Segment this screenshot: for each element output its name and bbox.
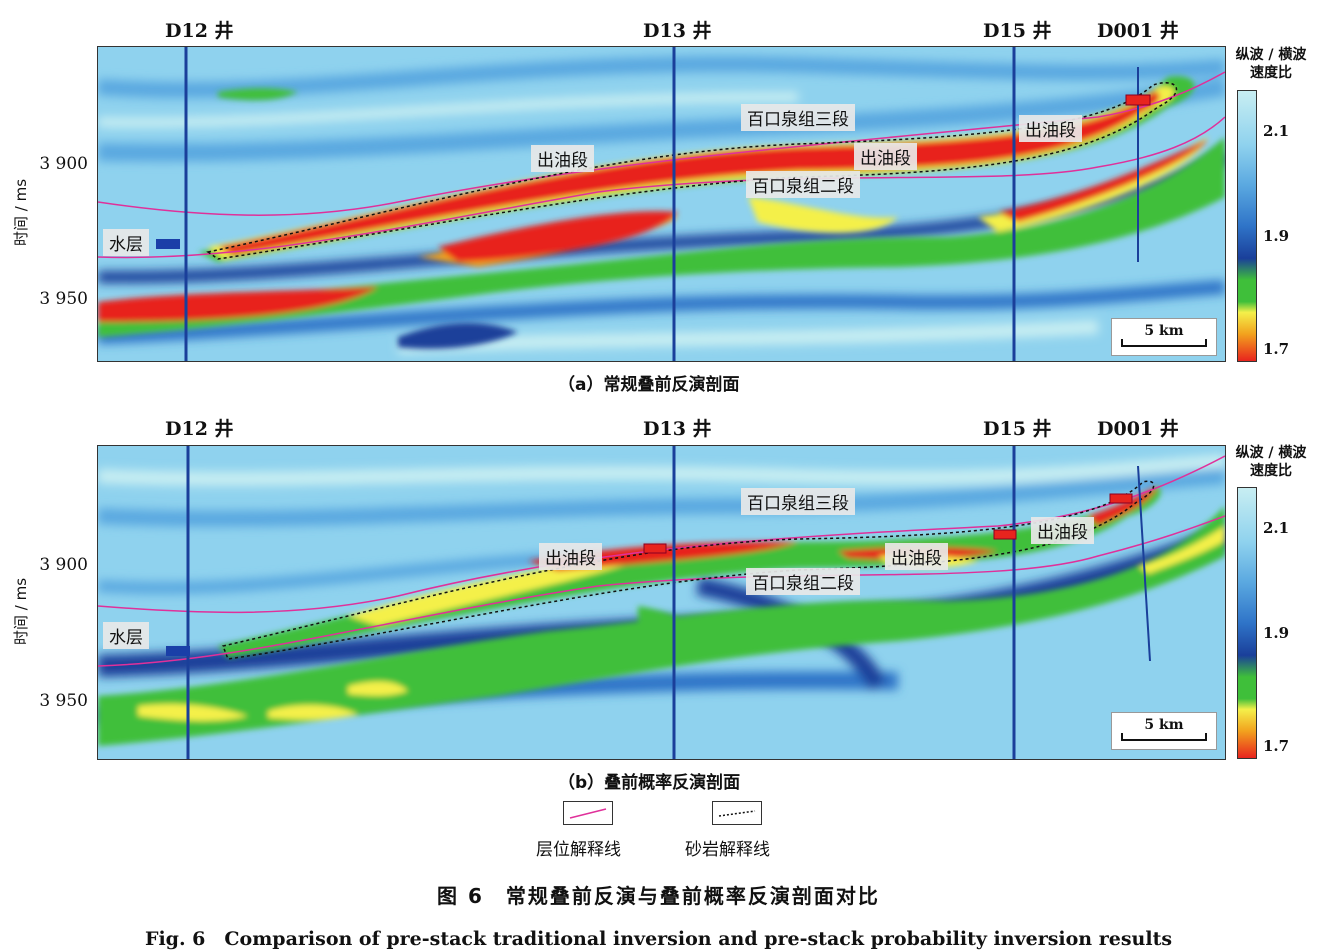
colorbar-gradient	[1237, 487, 1257, 759]
well-label-d13: D13 井	[643, 418, 712, 440]
y-axis-label: 时间 / ms	[12, 577, 30, 645]
colorbar-tick-1.9: 1.9	[1263, 624, 1290, 642]
well-label-d13: D13 井	[643, 20, 712, 42]
colorbar-tick-1.9: 1.9	[1263, 227, 1290, 245]
colorbar-tick-2.1: 2.1	[1263, 122, 1290, 140]
y-tick-3900: 3 900	[39, 555, 88, 575]
oil-zone-label-3: 出油段	[1031, 517, 1094, 544]
water-layer-label: 水层	[103, 229, 149, 256]
oil-zone-label-3: 出油段	[1019, 115, 1082, 142]
y-axis-label: 时间 / ms	[12, 178, 30, 246]
figure-caption-cn: 图 6 常规叠前反演与叠前概率反演剖面对比	[437, 884, 880, 908]
water-layer-label: 水层	[103, 622, 149, 649]
sand-line-label: 砂岩解释线	[685, 840, 770, 860]
well-label-d001: D001 井	[1097, 418, 1179, 440]
figure-caption-en: Fig. 6 Comparison of pre-stack tradition…	[144, 928, 1173, 950]
well-label-d12: D12 井	[165, 418, 234, 440]
oil-zone-label-1: 出油段	[531, 145, 594, 172]
scale-bar: 5 km	[1111, 318, 1217, 356]
horizon-label-third: 百口泉组三段	[741, 104, 855, 131]
y-tick-3900: 3 900	[39, 154, 88, 174]
y-tick-3950: 3 950	[39, 289, 88, 309]
well-label-d12: D12 井	[165, 20, 234, 42]
well-label-d15: D15 井	[983, 20, 1052, 42]
panel-b-caption: （b）叠前概率反演剖面	[558, 773, 741, 793]
colorbar-gradient	[1237, 90, 1257, 362]
well-label-d15: D15 井	[983, 418, 1052, 440]
seismic-section-a	[97, 46, 1226, 362]
horizon-line-swatch	[563, 801, 613, 825]
y-tick-3950: 3 950	[39, 691, 88, 711]
sand-line-swatch	[712, 801, 762, 825]
oil-zone-label-2: 出油段	[854, 143, 917, 170]
colorbar-tick-2.1: 2.1	[1263, 519, 1290, 537]
well-label-d001: D001 井	[1097, 20, 1179, 42]
scale-bar: 5 km	[1111, 712, 1217, 750]
colorbar-tick-1.7: 1.7	[1263, 340, 1290, 358]
horizon-label-second: 百口泉组二段	[746, 171, 860, 198]
colorbar-tick-1.7: 1.7	[1263, 737, 1290, 755]
horizon-label-third: 百口泉组三段	[741, 488, 855, 515]
oil-zone-label-1: 出油段	[539, 543, 602, 570]
seismic-image-a	[98, 47, 1225, 361]
seismic-section-b	[97, 445, 1226, 760]
horizon-label-second: 百口泉组二段	[746, 568, 860, 595]
panel-a-caption: （a）常规叠前反演剖面	[558, 375, 740, 395]
horizon-line-label: 层位解释线	[536, 840, 621, 860]
seismic-image-b	[98, 446, 1225, 759]
oil-zone-label-2: 出油段	[885, 543, 948, 570]
